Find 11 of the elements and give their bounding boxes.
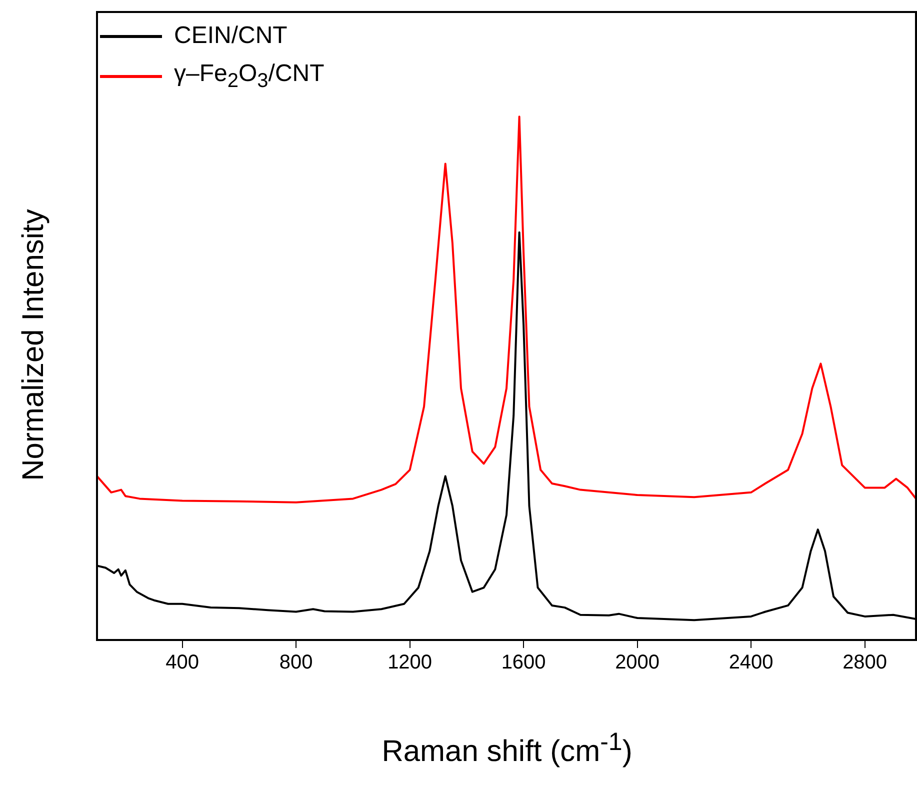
x-tick-label: 1600 [501, 652, 546, 674]
x-axis-title: Raman shift (cm$^{-1}$) [380, 728, 634, 769]
x-tick-label: 2800 [842, 652, 888, 674]
x-tick-label: 1200 [388, 652, 432, 674]
x-tick-label: 800 [279, 652, 313, 674]
x-tick-label: 2400 [728, 652, 774, 674]
x-tick-label: 2000 [615, 652, 660, 674]
y-axis-title: Normalized Intensity [17, 209, 51, 481]
legend-label: γ–Fe$_{2}$O$_{3}$/CNT [174, 60, 324, 92]
x-tick-label: 400 [166, 652, 199, 674]
legend-label: CEIN/CNT [174, 22, 288, 50]
